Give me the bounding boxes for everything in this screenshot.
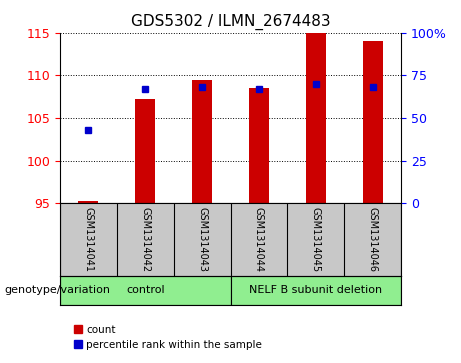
Text: GSM1314041: GSM1314041 [83,207,94,272]
Text: genotype/variation: genotype/variation [5,285,111,295]
Legend: count, percentile rank within the sample: count, percentile rank within the sample [70,321,266,354]
Text: GSM1314046: GSM1314046 [367,207,378,272]
Bar [249,88,269,203]
Bar [78,201,98,203]
Bar [230,276,401,305]
Text: GSM1314045: GSM1314045 [311,207,321,272]
Bar [135,99,155,203]
Text: control: control [126,285,165,295]
Bar [192,81,212,203]
Text: GSM1314043: GSM1314043 [197,207,207,272]
Text: GSM1314042: GSM1314042 [140,207,150,272]
Title: GDS5302 / ILMN_2674483: GDS5302 / ILMN_2674483 [130,14,331,30]
Bar [306,33,326,203]
Bar [60,276,230,305]
Text: GSM1314044: GSM1314044 [254,207,264,272]
Bar [363,41,383,203]
Text: NELF B subunit deletion: NELF B subunit deletion [249,285,382,295]
